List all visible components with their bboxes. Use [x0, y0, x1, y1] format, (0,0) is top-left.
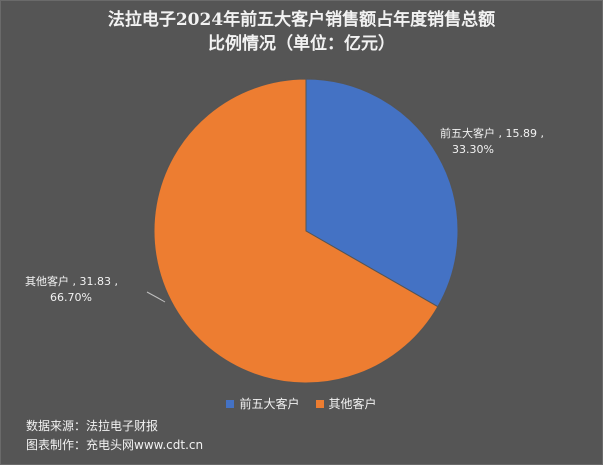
footer: 数据来源：法拉电子财报 图表制作：充电头网www.cdt.cn [26, 417, 203, 455]
legend-item-others: 其他客户 [315, 395, 377, 412]
data-label-top5-line-2: 33.30% [452, 143, 494, 156]
source-note: 数据来源：法拉电子财报 [26, 419, 159, 433]
legend-swatch-top5 [226, 399, 235, 408]
legend-label-top5: 前五大客户 [239, 397, 300, 411]
chart-title-line-1: 法拉电子2024年前五大客户销售额占年度销售总额 [107, 10, 496, 30]
chart-title: 法拉电子2024年前五大客户销售额占年度销售总额 比例情况（单位：亿元） [0, 8, 603, 56]
leader-line-others [146, 291, 166, 303]
data-label-top5-line-1: 前五大客户 , 15.89 , [440, 126, 544, 140]
legend-swatch-others [315, 399, 324, 408]
data-label-others-line-2: 66.70% [50, 291, 92, 304]
legend: 前五大客户 其他客户 [0, 395, 603, 412]
pie-slice-others [153, 78, 439, 384]
legend-label-others: 其他客户 [328, 397, 377, 411]
credit-note: 图表制作：充电头网www.cdt.cn [26, 438, 204, 452]
chart-title-line-2: 比例情况（单位：亿元） [208, 34, 395, 54]
data-label-others-line-1: 其他客户 , 31.83 , [25, 274, 118, 288]
pie-slice-top5 [305, 78, 459, 308]
legend-item-top5: 前五大客户 [226, 395, 300, 412]
